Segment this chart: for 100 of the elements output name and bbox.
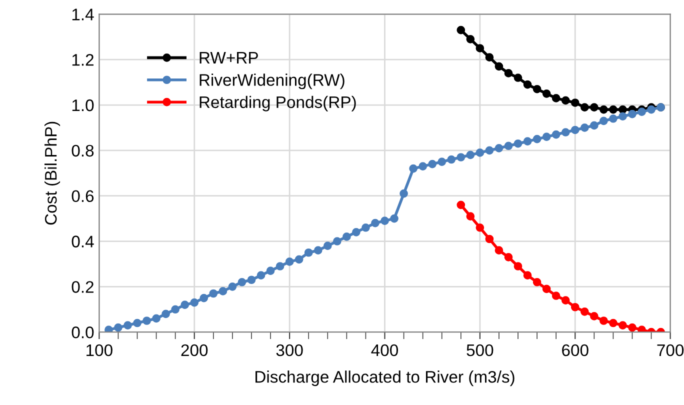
- point: [600, 316, 608, 325]
- point: [609, 114, 618, 123]
- legend-label: Retarding Ponds(RP): [200, 96, 356, 112]
- point: [371, 218, 380, 228]
- point: [542, 284, 551, 294]
- y-tick-label: 0.4: [72, 236, 94, 248]
- y-tick-label: 1.4: [72, 8, 94, 20]
- x-tick-label: 100: [86, 344, 112, 356]
- point: [532, 134, 542, 144]
- point: [456, 153, 466, 162]
- y-tick-label: 0.0: [72, 326, 94, 338]
- y-tick-label: 0.6: [72, 190, 94, 202]
- point: [570, 302, 580, 312]
- point: [532, 278, 542, 286]
- point: [314, 246, 322, 255]
- point: [618, 105, 627, 114]
- point: [342, 232, 351, 241]
- x-tick-label: 200: [181, 344, 208, 356]
- point: [466, 212, 475, 220]
- point: [238, 278, 246, 286]
- point: [276, 262, 284, 270]
- point: [228, 282, 237, 291]
- point: [618, 321, 627, 330]
- point: [200, 294, 208, 302]
- point: [600, 105, 608, 114]
- x-tick-label: 300: [276, 344, 303, 356]
- point: [638, 326, 646, 332]
- point: [466, 34, 475, 44]
- point: [180, 300, 190, 310]
- point: [570, 98, 580, 107]
- point: [590, 103, 598, 112]
- point: [390, 214, 398, 223]
- point: [590, 121, 598, 130]
- point: [570, 126, 580, 134]
- y-tick-label: 1.2: [72, 54, 94, 66]
- point: [476, 148, 484, 157]
- point: [552, 130, 560, 139]
- point: [580, 103, 589, 112]
- point: [561, 96, 570, 105]
- point: [352, 228, 360, 236]
- point: [618, 112, 627, 121]
- point: [124, 321, 132, 330]
- point: [647, 105, 656, 114]
- point: [504, 142, 513, 150]
- point: [514, 262, 522, 270]
- point: [285, 258, 294, 266]
- point: [428, 160, 437, 168]
- point: [114, 323, 122, 332]
- y-tick-label: 0.8: [72, 144, 94, 157]
- point: [561, 128, 570, 136]
- point: [304, 248, 313, 257]
- point: [609, 318, 618, 328]
- point: [514, 139, 522, 148]
- point: [552, 94, 560, 102]
- point: [456, 200, 466, 210]
- point: [476, 44, 484, 52]
- point: [504, 69, 513, 78]
- legend-label: RiverWidening(RW): [200, 74, 344, 90]
- y-tick-label: 1.0: [72, 99, 94, 112]
- point: [504, 252, 513, 262]
- y-tick-label: 0.2: [72, 281, 94, 293]
- point: [218, 287, 228, 296]
- point: [409, 164, 418, 173]
- point: [209, 289, 218, 298]
- point: [162, 310, 170, 318]
- point: [485, 234, 494, 244]
- x-tick-label: 400: [371, 344, 398, 356]
- point: [628, 323, 636, 332]
- point: [542, 89, 551, 98]
- x-tick-label: 600: [562, 344, 588, 356]
- x-axis-title: Discharge Allocated to River (m3/s): [256, 370, 514, 386]
- point: [494, 144, 504, 152]
- point: [532, 84, 542, 94]
- point: [523, 271, 532, 280]
- point: [628, 110, 636, 118]
- point: [294, 255, 304, 264]
- point: [514, 74, 522, 82]
- point: [438, 158, 446, 166]
- point: [561, 296, 570, 304]
- point: [494, 246, 504, 255]
- point: [580, 307, 589, 316]
- point: [638, 108, 646, 116]
- point: [542, 132, 551, 141]
- point: [332, 237, 342, 246]
- point: [580, 124, 589, 132]
- point: [600, 116, 608, 126]
- point: [190, 298, 199, 307]
- point: [590, 312, 598, 320]
- point: [142, 316, 151, 325]
- point: [133, 318, 142, 328]
- point: [523, 137, 532, 146]
- point: [418, 162, 427, 170]
- point: [362, 223, 370, 232]
- point: [494, 62, 504, 71]
- point: [171, 305, 180, 314]
- point: [152, 314, 160, 323]
- point: [323, 242, 332, 250]
- point: [256, 271, 266, 280]
- point: [476, 223, 484, 232]
- point: [247, 276, 256, 284]
